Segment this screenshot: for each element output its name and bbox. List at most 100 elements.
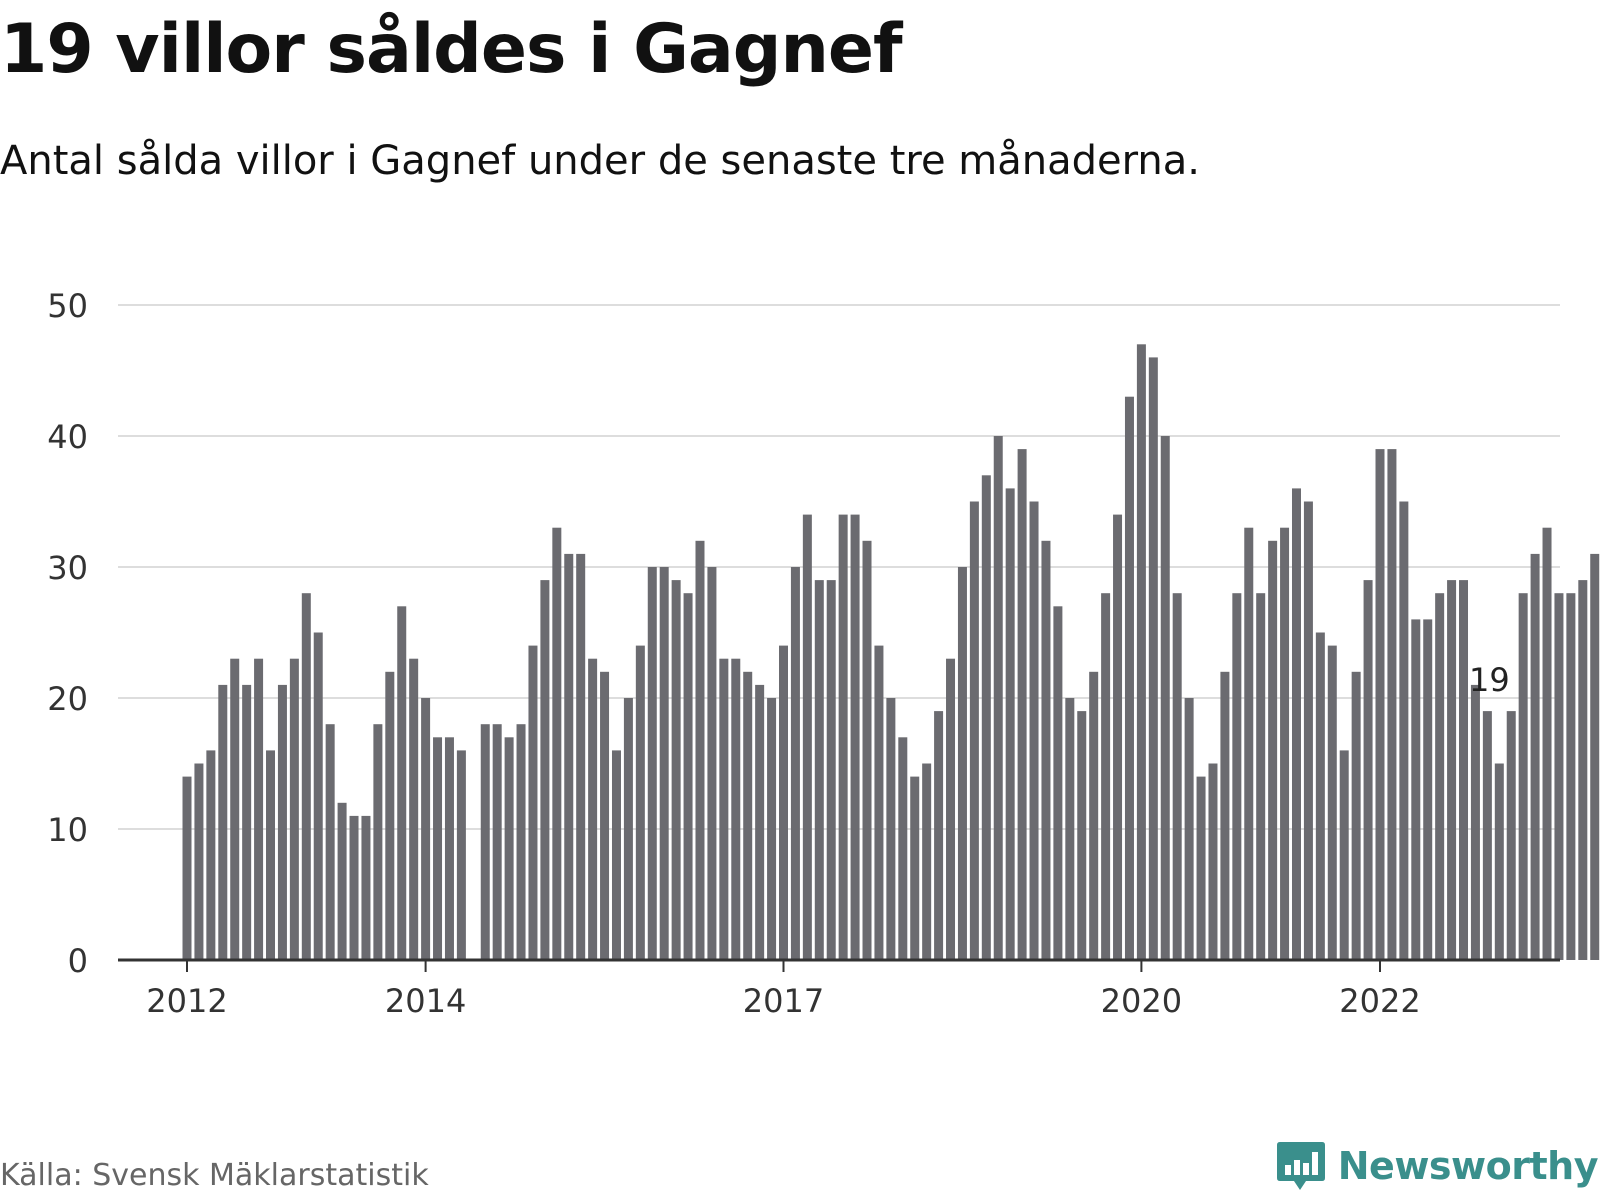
bar	[492, 724, 502, 960]
bar	[277, 684, 287, 960]
bar	[1053, 606, 1063, 960]
bar	[349, 815, 359, 960]
y-tick-label: 40	[47, 418, 88, 456]
bar	[456, 750, 466, 960]
y-tick-label: 30	[47, 549, 88, 587]
bar	[421, 698, 431, 960]
bar	[1363, 580, 1373, 960]
bar	[1101, 593, 1111, 960]
bar	[480, 724, 490, 960]
bar	[1113, 514, 1123, 960]
x-tick-label: 2022	[1339, 982, 1420, 1020]
bar	[1148, 357, 1158, 960]
bar	[1387, 449, 1397, 960]
bar	[1578, 580, 1588, 960]
bar	[1459, 580, 1469, 960]
bar	[516, 724, 526, 960]
bar	[635, 645, 645, 960]
bar	[1303, 501, 1313, 960]
bar	[1065, 698, 1075, 960]
bar	[1172, 593, 1182, 960]
bar	[1530, 553, 1540, 960]
chart-subtitle: Antal sålda villor i Gagnef under de sen…	[0, 138, 1200, 184]
bar	[1542, 527, 1552, 960]
bar	[540, 580, 550, 960]
brand-logo[interactable]: Newsworthy	[1276, 1140, 1599, 1192]
bar	[325, 724, 335, 960]
bar	[886, 698, 896, 960]
bar	[1482, 711, 1492, 960]
bar	[373, 724, 383, 960]
bar	[790, 567, 800, 960]
brand-name: Newsworthy	[1337, 1144, 1599, 1188]
x-tick-label: 2012	[146, 982, 227, 1020]
bar	[552, 527, 562, 960]
bar	[385, 671, 395, 960]
source-note: Källa: Svensk Mäklarstatistik	[0, 1158, 429, 1193]
bar	[659, 567, 669, 960]
bar	[707, 567, 717, 960]
bar	[981, 475, 991, 960]
bar	[433, 737, 443, 960]
bar	[194, 763, 204, 960]
bar	[671, 580, 681, 960]
bar	[826, 580, 836, 960]
bar	[922, 763, 932, 960]
bar	[1089, 671, 1099, 960]
y-tick-label: 50	[47, 287, 88, 325]
bar	[957, 567, 967, 960]
bar	[289, 658, 299, 960]
bar	[850, 514, 860, 960]
bar	[1124, 396, 1134, 960]
bar	[1244, 527, 1254, 960]
bar	[504, 737, 514, 960]
bar	[397, 606, 407, 960]
bar	[588, 658, 598, 960]
bar	[409, 658, 419, 960]
bar	[623, 698, 633, 960]
bar	[600, 671, 610, 960]
bar	[230, 658, 240, 960]
bar	[301, 593, 311, 960]
bar	[1375, 449, 1385, 960]
bar	[242, 684, 252, 960]
bar	[1256, 593, 1266, 960]
y-tick-label: 20	[47, 680, 88, 718]
bar	[1136, 344, 1146, 960]
bar	[1447, 580, 1457, 960]
bar	[1160, 436, 1170, 960]
bar	[218, 684, 228, 960]
bar	[862, 540, 872, 960]
bar	[206, 750, 216, 960]
bar	[647, 567, 657, 960]
x-tick-label: 2017	[743, 982, 824, 1020]
bar	[695, 540, 705, 960]
bar	[719, 658, 729, 960]
bar	[337, 802, 347, 960]
bar	[1280, 527, 1290, 960]
bar	[564, 553, 574, 960]
y-tick-label: 10	[47, 811, 88, 849]
bar	[1470, 684, 1480, 960]
bar	[1232, 593, 1242, 960]
bar	[1315, 632, 1325, 960]
bar	[528, 645, 538, 960]
bar	[361, 815, 371, 960]
bar	[1196, 776, 1206, 960]
bar	[743, 671, 753, 960]
bar	[1184, 698, 1194, 960]
bar	[1017, 449, 1027, 960]
bar	[755, 684, 765, 960]
bar	[874, 645, 884, 960]
bar	[182, 776, 192, 960]
bar	[1268, 540, 1278, 960]
bar	[683, 593, 693, 960]
bar	[1423, 619, 1433, 960]
bar	[1339, 750, 1349, 960]
bar	[898, 737, 908, 960]
bar	[1506, 711, 1516, 960]
bar	[444, 737, 454, 960]
bar	[838, 514, 848, 960]
bar	[1220, 671, 1230, 960]
